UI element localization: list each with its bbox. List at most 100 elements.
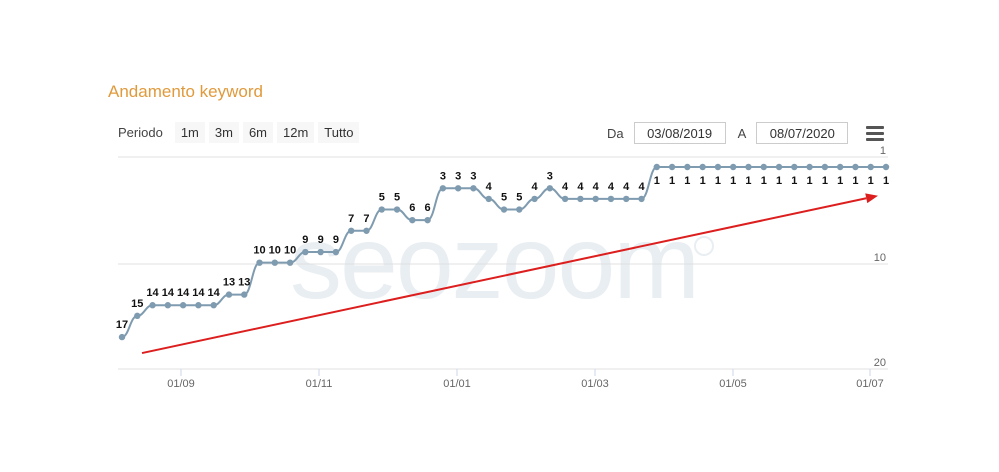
data-label: 7 xyxy=(348,213,354,225)
data-point xyxy=(653,163,660,171)
y-tick-label: 20 xyxy=(874,357,886,369)
data-point xyxy=(592,195,599,203)
data-label: 17 xyxy=(116,319,128,331)
data-label: 14 xyxy=(177,287,190,299)
trend-arrow-line xyxy=(141,197,867,355)
data-point xyxy=(118,333,126,341)
data-label: 6 xyxy=(425,202,431,214)
data-point xyxy=(852,163,859,171)
data-point xyxy=(454,185,462,192)
x-tick-label: 01/09 xyxy=(167,378,195,390)
range-button-6m[interactable]: 6m xyxy=(242,122,273,143)
y-tick-label: 1 xyxy=(880,145,886,157)
data-label: 5 xyxy=(501,192,507,204)
x-axis: 01/09 01/11 01/01 01/03 01/05 01/07 xyxy=(167,369,884,390)
data-point xyxy=(531,195,538,203)
hamburger-menu-icon[interactable] xyxy=(866,126,884,142)
y-tick-label: 10 xyxy=(874,252,886,264)
watermark-text: seozoom xyxy=(290,205,698,321)
grid xyxy=(118,156,888,370)
data-point xyxy=(164,302,172,309)
data-label: 4 xyxy=(623,181,630,193)
data-label: 6 xyxy=(409,202,415,214)
data-label: 14 xyxy=(192,287,205,299)
from-date-input[interactable] xyxy=(633,122,726,144)
data-point xyxy=(791,163,798,171)
data-label: 4 xyxy=(638,181,645,193)
data-point xyxy=(806,163,813,171)
data-label: 10 xyxy=(269,245,281,257)
data-point xyxy=(638,195,645,203)
data-label: 5 xyxy=(379,192,385,204)
data-point xyxy=(623,195,630,203)
to-date-input[interactable] xyxy=(756,122,849,144)
data-label: 5 xyxy=(394,192,400,204)
data-point xyxy=(302,248,309,256)
data-label: 1 xyxy=(700,175,706,187)
data-point xyxy=(516,206,523,213)
data-point xyxy=(256,259,263,266)
data-point xyxy=(607,195,615,203)
data-label: 14 xyxy=(146,287,159,299)
trend-arrow-head xyxy=(865,193,878,204)
data-point xyxy=(271,259,278,266)
trend-arrow xyxy=(141,193,878,355)
x-tick-label: 01/07 xyxy=(856,378,884,390)
x-tick-label: 01/05 xyxy=(719,378,747,390)
data-point xyxy=(561,195,569,203)
chart-title: Andamento keyword xyxy=(108,82,263,101)
data-label: 3 xyxy=(547,170,553,182)
data-point xyxy=(500,206,508,213)
data-point xyxy=(699,163,706,171)
range-button-1m[interactable]: 1m xyxy=(174,122,205,143)
data-point xyxy=(195,302,202,309)
data-label: 4 xyxy=(531,181,538,193)
data-label: 14 xyxy=(162,287,175,299)
data-point xyxy=(439,185,447,192)
data-label: 10 xyxy=(253,245,265,257)
data-label: 3 xyxy=(440,170,446,182)
data-label: 1 xyxy=(669,175,675,187)
data-point xyxy=(286,259,294,266)
data-label: 1 xyxy=(715,175,721,187)
period-label: Periodo xyxy=(118,125,163,140)
data-point xyxy=(714,163,722,171)
range-button-3m[interactable]: 3m xyxy=(208,122,239,143)
from-label: Da xyxy=(607,125,624,141)
data-label: 1 xyxy=(791,175,797,187)
y-axis: 1 10 20 xyxy=(874,145,886,369)
series-points xyxy=(118,163,890,341)
data-point xyxy=(225,291,233,298)
range-button-all[interactable]: Tutto xyxy=(318,122,360,143)
watermark: seozoom xyxy=(290,205,714,321)
data-label: 3 xyxy=(470,170,476,182)
data-point xyxy=(470,185,477,192)
data-label: 13 xyxy=(238,277,250,289)
data-point xyxy=(760,163,767,171)
data-point xyxy=(684,163,691,171)
data-point xyxy=(424,216,431,224)
data-point xyxy=(409,216,416,224)
data-label: 4 xyxy=(486,181,493,193)
data-point xyxy=(775,163,783,171)
data-label: 13 xyxy=(223,277,235,289)
data-point xyxy=(882,163,890,171)
data-label: 1 xyxy=(684,175,690,187)
data-point xyxy=(241,291,248,298)
data-label: 1 xyxy=(730,175,736,187)
data-label: 1 xyxy=(852,175,858,187)
data-point xyxy=(134,312,141,320)
data-point xyxy=(821,163,829,171)
data-label: 1 xyxy=(868,175,874,187)
data-point xyxy=(210,302,217,309)
x-tick-label: 01/01 xyxy=(443,378,471,390)
period-toolbar: Periodo 1m 3m 6m 12m Tutto xyxy=(118,122,360,143)
data-label: 10 xyxy=(284,245,296,257)
data-point xyxy=(393,206,401,213)
data-point xyxy=(836,163,844,171)
data-label: 1 xyxy=(745,175,751,187)
data-label: 4 xyxy=(562,181,569,193)
data-point xyxy=(348,227,355,234)
range-button-12m[interactable]: 12m xyxy=(277,122,315,143)
